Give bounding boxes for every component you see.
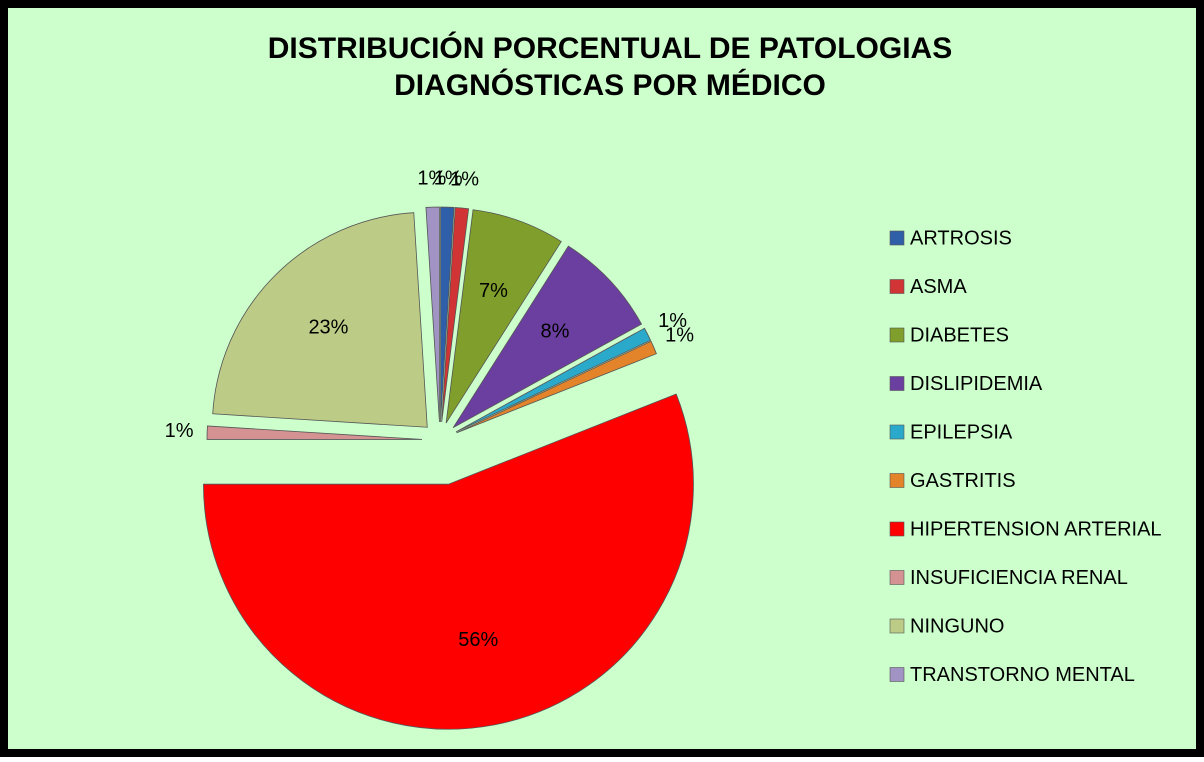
legend-label: TRANSTORNO MENTAL <box>910 664 1135 686</box>
legend-swatch <box>889 424 905 440</box>
data-label: 1% <box>450 168 479 190</box>
data-label: 1% <box>658 310 687 332</box>
legend-swatch <box>889 230 905 246</box>
legend-swatch <box>889 521 905 537</box>
pie-slice <box>440 206 455 423</box>
legend-swatch <box>889 279 905 294</box>
data-label: 1% <box>434 167 463 189</box>
data-label: 1% <box>665 325 694 347</box>
legend-label: HIPERTENSION ARTERIAL <box>910 518 1162 540</box>
data-label: 1% <box>417 167 446 189</box>
chart-title: DISTRIBUCIÓN PORCENTUAL DE PATOLOGIAS DI… <box>267 32 953 102</box>
legend-swatch <box>889 473 905 488</box>
pie-slice <box>452 245 643 429</box>
data-label: 23% <box>308 317 348 339</box>
pie-slice <box>456 340 657 434</box>
pie-slice <box>455 327 652 433</box>
pie-slice <box>425 206 440 423</box>
legend-swatch <box>889 327 905 343</box>
legend-label: ARTROSIS <box>910 227 1012 249</box>
legend-label: DIABETES <box>910 324 1009 346</box>
legend-label: EPILEPSIA <box>910 421 1013 443</box>
data-label: 56% <box>458 629 498 651</box>
legend-label: ASMA <box>910 276 967 298</box>
legend-label: DISLIPIDEMIA <box>910 373 1043 395</box>
data-label: 8% <box>541 320 570 342</box>
data-label: 7% <box>479 280 508 302</box>
pie-slice <box>441 207 470 423</box>
data-label: 1% <box>165 420 194 442</box>
pie-slice <box>206 425 423 440</box>
legend-swatch <box>889 618 905 634</box>
legend-label: GASTRITIS <box>910 470 1016 492</box>
legend: ARTROSIS ASMA DIABETES DISLIPIDEMIA EPILEPSI… <box>889 227 1162 686</box>
legend-label: INSUFICIENCIA RENAL <box>910 567 1128 589</box>
pie-slice <box>203 393 694 730</box>
pie-slice <box>212 212 428 428</box>
pie-slice <box>445 209 562 424</box>
pie: 1%1%7%8% 1%1%56%1%23%1% <box>165 167 694 730</box>
legend-swatch <box>889 667 905 682</box>
legend-swatch <box>889 376 905 391</box>
legend-label: NINGUNO <box>910 615 1004 637</box>
legend-swatch <box>889 570 905 585</box>
title-box: DISTRIBUCIÓN PORCENTUAL DE PATOLOGIAS DI… <box>267 32 953 102</box>
